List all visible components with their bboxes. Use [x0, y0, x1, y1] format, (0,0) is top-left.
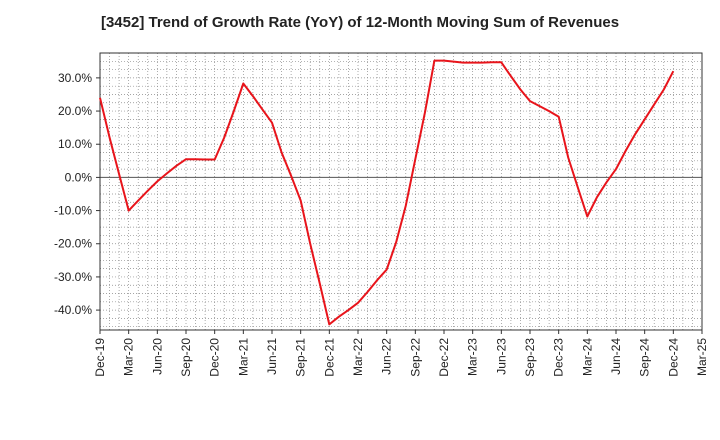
x-tick-label: Dec-20 — [208, 338, 222, 377]
x-tick-label: Jun-21 — [265, 338, 279, 375]
x-tick-label: Mar-24 — [580, 338, 594, 376]
x-tick-label: Sep-21 — [294, 338, 308, 377]
x-tick-label: Dec-24 — [666, 338, 680, 377]
y-tick-label: 30.0% — [58, 71, 92, 85]
x-tick-label: Dec-21 — [322, 338, 336, 377]
y-tick-label: 0.0% — [65, 170, 93, 184]
y-tick-label: -30.0% — [54, 270, 92, 284]
x-tick-label: Mar-23 — [466, 338, 480, 376]
y-tick-label: 20.0% — [58, 104, 92, 118]
series-line — [99, 59, 675, 326]
x-tick-label: Sep-20 — [179, 338, 193, 377]
y-tick-label: -10.0% — [54, 204, 92, 218]
x-tick-label: Jun-22 — [380, 338, 394, 375]
x-tick-label: Sep-23 — [523, 338, 537, 377]
chart-title: [3452] Trend of Growth Rate (YoY) of 12-… — [100, 14, 620, 31]
x-tick-label: Dec-19 — [93, 338, 107, 377]
x-tick-label: Dec-22 — [437, 338, 451, 377]
x-tick-label: Dec-23 — [552, 338, 566, 377]
plot-frame — [99, 52, 703, 331]
x-tick-label: Jun-20 — [150, 338, 164, 375]
x-tick-label: Mar-20 — [122, 338, 136, 376]
x-tick-label: Jun-23 — [494, 338, 508, 375]
x-tick-label: Mar-25 — [695, 338, 709, 376]
x-tick-label: Jun-24 — [609, 338, 623, 375]
y-tick-label: 10.0% — [58, 137, 92, 151]
x-tick-label: Sep-22 — [408, 338, 422, 377]
x-tick-label: Sep-24 — [638, 338, 652, 377]
y-tick-label: -20.0% — [54, 237, 92, 251]
x-tick-label: Mar-22 — [351, 338, 365, 376]
x-tick-label: Mar-21 — [236, 338, 250, 376]
y-tick-label: -40.0% — [54, 303, 92, 317]
